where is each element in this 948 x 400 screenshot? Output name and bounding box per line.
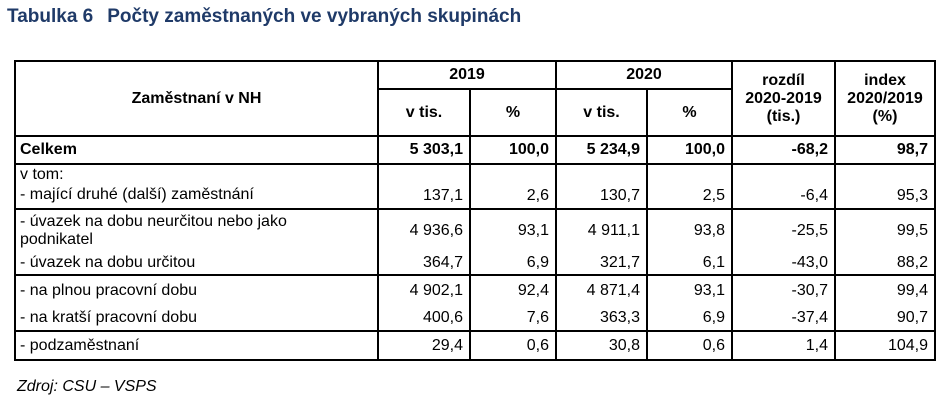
table-title: Tabulka 6 Počty zaměstnaných ve vybraných…: [7, 6, 521, 28]
table-row: Celkem 5 303,1 100,0 5 234,9 100,0 -68,2…: [14, 136, 936, 164]
diff-header-line2: 2020-2019: [745, 89, 822, 107]
index-header-line3: (%): [872, 107, 898, 125]
value-2019: 4 936,6: [378, 208, 471, 251]
index-value: 90,7: [835, 306, 936, 331]
employment-table: Zaměstnaní v NH 2019 2020 rozdíl 2020-20…: [14, 60, 936, 361]
percent-2020: 6,1: [647, 251, 733, 275]
table-number: Tabulka 6: [7, 6, 94, 27]
year-2019-header: 2019: [378, 60, 557, 90]
row-label: v tom:: [14, 163, 379, 184]
value-2019: 137,1: [378, 184, 471, 209]
percent-2020: 0,6: [647, 330, 733, 361]
diff-value: -6,4: [732, 184, 836, 209]
index-header-line1: index: [864, 71, 906, 89]
value-2019: 4 902,1: [378, 274, 471, 306]
value-2019: 400,6: [378, 306, 471, 331]
percent-2019: 93,1: [470, 208, 557, 251]
row-label: - úvazek na dobu určitou: [14, 251, 379, 275]
table-caption: Počty zaměstnaných ve vybraných skupinác…: [107, 6, 522, 27]
table-row: - podzaměstnaní 29,4 0,6 30,8 0,6 1,4 10…: [14, 330, 936, 361]
percent-2019: 6,9: [470, 251, 557, 275]
index-value: 99,4: [835, 274, 936, 306]
percent-2019: 100,0: [470, 136, 557, 164]
diff-value: -30,7: [732, 274, 836, 306]
row-label: Celkem: [14, 136, 379, 164]
value-2020: 30,8: [556, 330, 648, 361]
percent-2020: 93,8: [647, 208, 733, 251]
index-value: 95,3: [835, 184, 936, 209]
percent-2020: 100,0: [647, 136, 733, 164]
value-2020: 5 234,9: [556, 136, 648, 164]
value-2019: 5 303,1: [378, 136, 471, 164]
sub-header-2019-thousands: v tis.: [378, 89, 471, 137]
diff-value: -43,0: [732, 251, 836, 275]
row-label-header: Zaměstnaní v NH: [14, 60, 379, 137]
row-label: - na kratší pracovní dobu: [14, 306, 379, 331]
value-2020: 130,7: [556, 184, 648, 209]
sub-header-2020-thousands: v tis.: [556, 89, 648, 137]
sub-header-2019-percent: %: [470, 89, 557, 137]
percent-2019: 7,6: [470, 306, 557, 331]
table-row: - na plnou pracovní dobu 4 902,1 92,4 4 …: [14, 274, 936, 306]
index-header: index 2020/2019 (%): [835, 60, 936, 137]
diff-value: -37,4: [732, 306, 836, 331]
diff-value: -25,5: [732, 208, 836, 251]
index-value: 98,7: [835, 136, 936, 164]
row-label: - podzaměstnaní: [14, 330, 379, 361]
table-row: - úvazek na dobu neurčitou nebo jako pod…: [14, 208, 936, 251]
value-2020: 321,7: [556, 251, 648, 275]
diff-header: rozdíl 2020-2019 (tis.): [732, 60, 836, 137]
percent-2019: 0,6: [470, 330, 557, 361]
index-header-line2: 2020/2019: [847, 89, 923, 107]
percent-2020: 2,5: [647, 184, 733, 209]
table-row: - mající druhé (další) zaměstnání 137,1 …: [14, 184, 936, 209]
value-2019: 364,7: [378, 251, 471, 275]
index-value: 104,9: [835, 330, 936, 361]
percent-2020: 93,1: [647, 274, 733, 306]
source-note: Zdroj: CSU – VSPS: [17, 378, 157, 395]
table-row: - na kratší pracovní dobu 400,6 7,6 363,…: [14, 306, 936, 331]
percent-2019: 92,4: [470, 274, 557, 306]
diff-value: 1,4: [732, 330, 836, 361]
row-label: - mající druhé (další) zaměstnání: [14, 184, 379, 209]
index-value: 99,5: [835, 208, 936, 251]
value-2020: 363,3: [556, 306, 648, 331]
table-row: - úvazek na dobu určitou 364,7 6,9 321,7…: [14, 251, 936, 275]
percent-2019: 2,6: [470, 184, 557, 209]
diff-header-line3: (tis.): [766, 107, 801, 125]
year-2020-header: 2020: [556, 60, 733, 90]
percent-2020: 6,9: [647, 306, 733, 331]
value-2020: 4 911,1: [556, 208, 648, 251]
value-2020: 4 871,4: [556, 274, 648, 306]
diff-value: -68,2: [732, 136, 836, 164]
index-value: 88,2: [835, 251, 936, 275]
table-row: v tom:: [14, 163, 936, 184]
row-label: - úvazek na dobu neurčitou nebo jako pod…: [14, 208, 379, 251]
row-label: - na plnou pracovní dobu: [14, 274, 379, 306]
value-2019: 29,4: [378, 330, 471, 361]
sub-header-2020-percent: %: [647, 89, 733, 137]
diff-header-line1: rozdíl: [762, 71, 805, 89]
